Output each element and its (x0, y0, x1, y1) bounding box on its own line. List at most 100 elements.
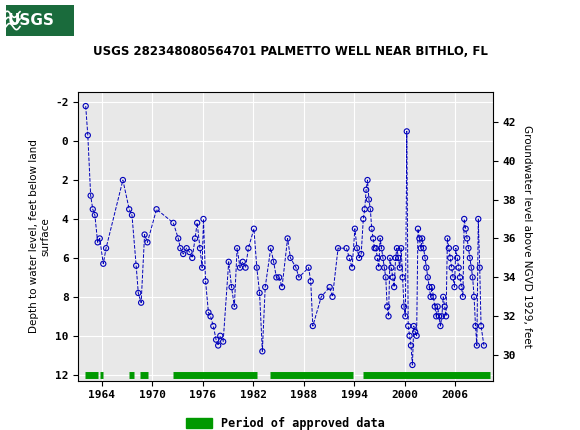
Point (360, 206, 369, 213)
Point (213, 342, 223, 349)
Point (334, 245, 343, 252)
Point (357, 251, 366, 258)
Point (445, 255, 455, 261)
Point (409, 322, 418, 329)
Point (283, 235, 292, 242)
Point (128, 212, 137, 218)
Point (392, 245, 401, 252)
Y-axis label: Depth to water level, feet below land
surface: Depth to water level, feet below land su… (30, 140, 51, 333)
Point (437, 313, 447, 320)
Point (461, 225, 470, 232)
Point (384, 313, 393, 320)
Point (390, 284, 399, 291)
Point (387, 264, 396, 271)
Point (469, 293, 478, 300)
Point (443, 235, 452, 242)
Point (479, 342, 488, 349)
Point (88, 206, 97, 213)
Point (448, 274, 458, 281)
Point (201, 278, 210, 285)
Point (415, 235, 424, 242)
Point (391, 255, 400, 261)
Point (364, 196, 374, 203)
Point (193, 219, 202, 226)
Point (388, 274, 397, 281)
Point (373, 255, 382, 261)
Point (306, 278, 316, 285)
Point (465, 255, 474, 261)
Point (272, 274, 281, 281)
Point (407, 342, 416, 349)
Point (294, 274, 303, 281)
Point (438, 293, 448, 300)
Point (176, 245, 185, 252)
Point (457, 284, 466, 291)
Point (422, 264, 431, 271)
Point (152, 206, 161, 213)
Point (474, 215, 483, 222)
Point (197, 264, 206, 271)
Point (291, 264, 300, 271)
Point (269, 258, 278, 265)
Point (81, 103, 90, 110)
Point (429, 293, 438, 300)
Point (132, 262, 141, 269)
Point (90, 212, 100, 218)
Point (325, 284, 334, 291)
Point (380, 264, 389, 271)
Point (367, 225, 376, 232)
Point (143, 239, 152, 246)
Point (447, 264, 456, 271)
Point (195, 245, 205, 252)
Point (95, 235, 104, 242)
Point (363, 177, 372, 184)
Point (434, 313, 444, 320)
Point (433, 303, 443, 310)
Point (133, 289, 143, 296)
Point (230, 303, 239, 310)
Point (83, 132, 92, 139)
Point (185, 249, 194, 255)
Point (199, 215, 208, 222)
Point (455, 274, 465, 281)
Point (381, 274, 390, 281)
Point (233, 245, 242, 252)
Point (394, 255, 403, 261)
Legend: Period of approved data: Period of approved data (182, 413, 390, 430)
Point (420, 255, 430, 261)
Point (430, 303, 440, 310)
Point (277, 284, 287, 291)
Point (451, 245, 461, 252)
Point (400, 303, 409, 310)
Point (238, 258, 248, 265)
Point (467, 264, 476, 271)
Point (354, 255, 364, 261)
Point (125, 206, 134, 213)
Point (412, 332, 421, 339)
Text: USGS 282348080564701 PALMETTO WELL NEAR BITHLO, FL: USGS 282348080564701 PALMETTO WELL NEAR … (93, 45, 487, 58)
Point (255, 289, 264, 296)
Point (418, 235, 427, 242)
Point (252, 264, 262, 271)
Point (136, 299, 146, 306)
Text: USGS: USGS (8, 13, 55, 28)
Point (408, 362, 417, 369)
Point (140, 231, 149, 238)
Point (416, 245, 426, 252)
Point (274, 274, 284, 281)
Point (423, 274, 433, 281)
Point (440, 303, 450, 310)
Point (235, 264, 245, 271)
Point (458, 293, 467, 300)
Point (375, 235, 385, 242)
Point (476, 322, 485, 329)
Point (224, 258, 233, 265)
Point (452, 255, 462, 261)
Bar (4, 3, 76, 38)
Point (216, 332, 225, 339)
Point (190, 235, 200, 242)
Point (118, 177, 128, 184)
Point (475, 264, 484, 271)
Point (227, 284, 236, 291)
Point (454, 264, 463, 271)
